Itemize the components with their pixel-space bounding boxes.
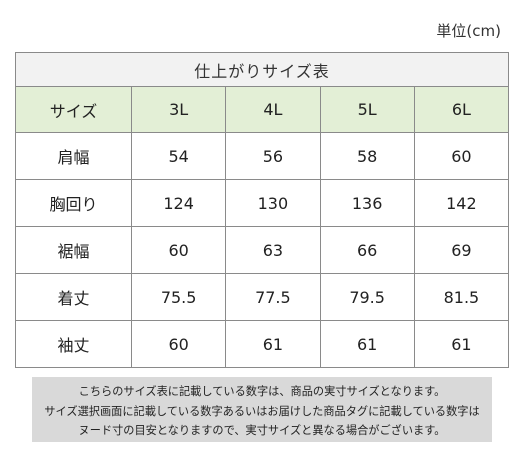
- size-header-label: サイズ: [15, 86, 132, 133]
- table-title-row: 仕上がりサイズ表: [14, 52, 510, 87]
- table-cell: 61: [413, 320, 510, 368]
- table-cell: 60: [130, 226, 227, 274]
- size-note-box: こちらのサイズ表に記載している数字は、商品の実寸サイズとなります。 サイズ選択画…: [32, 377, 492, 442]
- table-row-length: 着丈 75.5 77.5 79.5 81.5: [15, 273, 510, 321]
- size-header-4l: 4L: [225, 86, 321, 133]
- row-label: 胸回り: [15, 179, 132, 227]
- unit-label: 単位(cm): [436, 22, 501, 40]
- table-cell: 61: [225, 320, 321, 368]
- table-cell: 63: [225, 226, 321, 274]
- size-header-5l: 5L: [319, 86, 415, 133]
- table-cell: 60: [413, 132, 510, 180]
- table-cell: 58: [319, 132, 415, 180]
- table-cell: 142: [413, 179, 510, 227]
- table-cell: 75.5: [130, 273, 227, 321]
- table-row-shoulder: 肩幅 54 56 58 60: [15, 132, 510, 180]
- size-header-6l: 6L: [413, 86, 510, 133]
- table-header-row: サイズ 3L 4L 5L 6L: [15, 86, 510, 133]
- size-chart-table: 仕上がりサイズ表 サイズ 3L 4L 5L 6L 肩幅 54 56 58 60 …: [14, 52, 510, 368]
- table-row-chest: 胸回り 124 130 136 142: [15, 179, 510, 227]
- note-line: ヌード寸の目安となりますので、実寸サイズと異なる場合がございます。: [78, 424, 446, 437]
- table-cell: 66: [319, 226, 415, 274]
- table-cell: 61: [319, 320, 415, 368]
- size-header-3l: 3L: [130, 86, 227, 133]
- table-cell: 130: [225, 179, 321, 227]
- row-label: 着丈: [15, 273, 132, 321]
- table-row-sleeve: 袖丈 60 61 61 61: [15, 320, 510, 368]
- table-cell: 60: [130, 320, 227, 368]
- table-cell: 136: [319, 179, 415, 227]
- table-cell: 124: [130, 179, 227, 227]
- table-row-hem: 裾幅 60 63 66 69: [15, 226, 510, 274]
- row-label: 肩幅: [15, 132, 132, 180]
- table-title: 仕上がりサイズ表: [14, 52, 510, 87]
- note-line: サイズ選択画面に記載している数字あるいはお届けした商品タグに記載している数字は: [44, 404, 480, 418]
- table-cell: 56: [225, 132, 321, 180]
- table-cell: 79.5: [319, 273, 415, 321]
- row-label: 袖丈: [15, 320, 132, 368]
- table-cell: 77.5: [225, 273, 321, 321]
- table-cell: 69: [413, 226, 510, 274]
- table-cell: 81.5: [413, 273, 510, 321]
- note-line: こちらのサイズ表に記載している数字は、商品の実寸サイズとなります。: [78, 385, 446, 398]
- table-cell: 54: [130, 132, 227, 180]
- row-label: 裾幅: [15, 226, 132, 274]
